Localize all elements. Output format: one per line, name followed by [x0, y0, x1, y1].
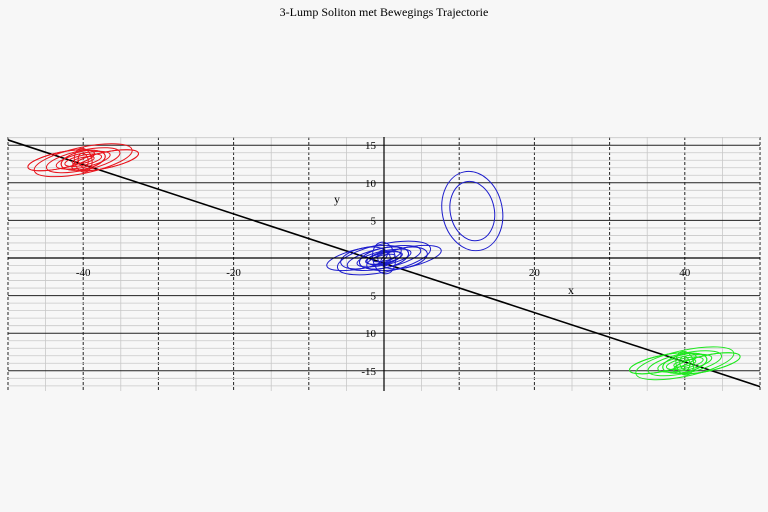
contour-ring — [356, 248, 412, 268]
contour-ring — [45, 147, 121, 174]
contour-ring — [64, 153, 103, 167]
contour-ring — [71, 155, 95, 165]
contour-ring — [441, 170, 504, 252]
y-tick-label: 10 — [365, 328, 377, 340]
x-tick-label: 40 — [679, 267, 691, 279]
contour-ring — [662, 352, 708, 374]
contour-ring — [33, 143, 133, 178]
contour-ring — [665, 356, 704, 371]
y-tick-label: 5 — [371, 215, 377, 227]
contour-ring — [449, 180, 496, 242]
lump-center — [326, 170, 504, 276]
contour-ring — [365, 251, 403, 265]
contour-ring — [336, 240, 432, 276]
x-tick-label: -40 — [76, 267, 91, 279]
contour-ring — [635, 346, 735, 381]
contour-ring — [679, 355, 691, 371]
contour-ring — [675, 350, 695, 376]
lump-left — [27, 143, 139, 178]
contour-ring — [77, 152, 89, 168]
contour-ring — [372, 241, 396, 275]
lumps — [27, 143, 741, 381]
contour-ring — [673, 359, 697, 368]
y-tick-label: 5 — [371, 291, 377, 303]
contour-ring — [647, 350, 723, 377]
y-tick-label: 15 — [365, 140, 377, 152]
y-axis-label: y — [334, 192, 340, 206]
x-axis-label: x — [568, 283, 574, 297]
y-tick-label: -15 — [361, 366, 376, 378]
axes — [8, 137, 760, 391]
y-tick-label: 10 — [365, 178, 377, 190]
lump-right — [629, 346, 741, 381]
chart-title: 3-Lump Soliton met Bewegings Trajectorie — [279, 5, 489, 19]
x-tick-label: 20 — [529, 267, 541, 279]
contour-ring — [377, 249, 391, 267]
tick-labels: -40 -20 20 40 15 10 5 5 10 -15 — [76, 140, 691, 378]
contour-ring — [60, 149, 106, 171]
contour-ring — [73, 147, 93, 173]
contour-ring — [358, 246, 410, 270]
x-tick-label: -20 — [226, 267, 241, 279]
contour-ring — [366, 250, 402, 266]
